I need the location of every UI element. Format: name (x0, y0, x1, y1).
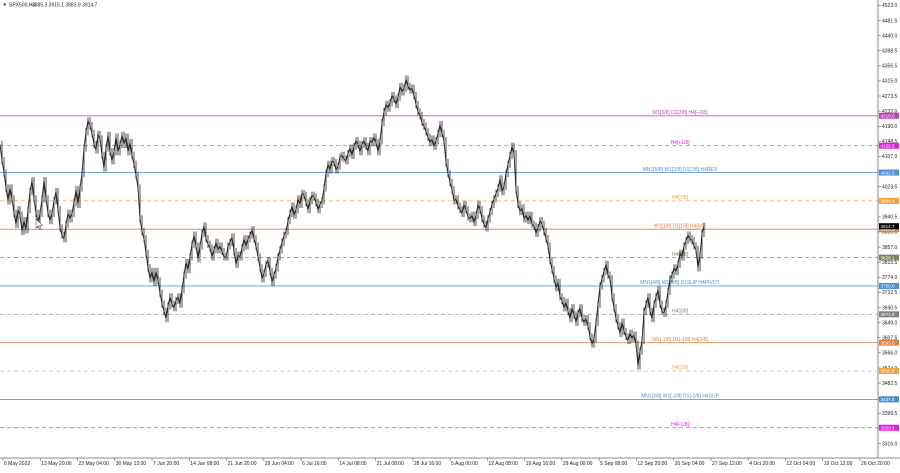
x-tick-label: 20 Sep 04:00 (675, 461, 705, 467)
level-price-tag-3-bg (879, 197, 899, 204)
level-price-tag-4: 3906.3 (881, 227, 895, 232)
y-tick-label: 4023.5 (882, 185, 898, 191)
level-label-4: W1[1/8] D1[1/8] H4[6/8] (654, 223, 707, 229)
level-price-tag-0: 4219.0 (881, 113, 895, 118)
y-tick-label: 3399.5 (882, 411, 898, 417)
x-tick-label: 19 Oct 12:00 (824, 461, 853, 467)
level-price-tag-9-bg (879, 368, 899, 375)
level-price-tag-8: 3593.8 (881, 340, 895, 345)
level-label-1: H4[+1/8] (670, 140, 690, 146)
current-price-tag-bg (879, 223, 899, 230)
y-tick-label: 3857.0 (882, 245, 898, 251)
x-tick-label: 30 May 12:00 (116, 461, 147, 467)
x-tick-label: 21 Jun 20:00 (228, 461, 257, 467)
level-price-tag-11: 3359.4 (881, 425, 895, 430)
level-price-tag-0-bg (879, 112, 899, 119)
x-tick-label: 5 Sep 08:00 (600, 461, 627, 467)
y-tick-label: 3899.0 (882, 230, 898, 236)
x-tick-label: 23 May 04:00 (79, 461, 110, 467)
level-price-tag-5-bg (879, 254, 899, 261)
level-label-2: MN1[5/8] W1[2/8] D1[2/8] H4RES (643, 167, 718, 173)
y-tick-label: 3815.5 (882, 260, 898, 266)
level-price-tag-7: 3671.9 (881, 312, 895, 317)
y-tick-label: 4398.5 (882, 48, 898, 54)
x-tick-label: 4 Oct 20:00 (749, 461, 775, 467)
level-label-6: MN1[4/8] W1[0/8] D1SUP H4PIVOT (640, 280, 720, 286)
y-tick-label: 3774.0 (882, 275, 898, 281)
x-tick-label: 14 Jul 08:00 (339, 461, 366, 467)
level-label-10: MN1[3/8] W1[-2/8] D1[-2/8] H4SUP (641, 394, 719, 400)
level-price-tag-7-bg (879, 311, 899, 318)
x-tick-label: 19 Aug 16:00 (526, 461, 556, 467)
x-tick-label: 6 Jul 16:00 (302, 461, 327, 467)
y-tick-label: 3690.5 (882, 305, 898, 311)
ohlc-header: 3885.3 3915.1 3883.9 3914.7 (32, 3, 98, 9)
level-price-tag-2-bg (879, 169, 899, 176)
level-price-tag-6-bg (879, 282, 899, 289)
level-price-tag-4-bg (879, 226, 899, 233)
y-tick-label: 4190.0 (882, 124, 898, 130)
x-tick-label: 7 Jun 20:00 (153, 461, 179, 467)
level-price-tag-3: 3984.4 (881, 199, 895, 204)
x-tick-label: 12 Aug 08:00 (488, 461, 518, 467)
current-price-tag: 3914.7 (881, 224, 895, 229)
y-tick-label: 3649.0 (882, 320, 898, 326)
level-label-3: H4[7/8] (672, 195, 689, 201)
y-tick-label: 4315.0 (882, 79, 898, 85)
level-price-tag-9: 3515.6 (881, 369, 895, 374)
level-price-tag-2: 4062.5 (881, 170, 895, 175)
x-tick-label: 29 Aug 00:00 (563, 461, 593, 467)
x-tick-label: 5 Aug 00:00 (451, 461, 478, 467)
dropdown-triangle-icon[interactable] (3, 3, 7, 7)
y-tick-label: 4232.0 (882, 109, 898, 115)
level-label-0: W1[3/8] D1[3/8] H4[+2/8] (652, 110, 708, 116)
mouse-cursor-icon (35, 218, 44, 231)
x-tick-label: 14 Jun 08:00 (190, 461, 219, 467)
y-tick-label: 4107.0 (882, 154, 898, 160)
level-label-7: H4[3/8] (672, 309, 689, 315)
x-tick-label: 13 May 20:00 (41, 461, 72, 467)
price-tags-layer: 4219.0 4136.5 4062.5 3984.4 3906.3 3828.1 3750… (879, 112, 899, 431)
x-tick-label: 12 Sep 20:00 (637, 461, 667, 467)
level-price-tag-6: 3750.0 (881, 284, 895, 289)
x-tick-label: 21 Jul 08:00 (377, 461, 404, 467)
level-price-tag-10-bg (879, 396, 899, 403)
level-price-tag-5: 3828.1 (881, 255, 895, 260)
y-tick-label: 4440.0 (882, 33, 898, 39)
level-price-tag-10: 3437.5 (881, 397, 895, 402)
y-tick-label: 3940.5 (882, 215, 898, 221)
symbol-title: SPX500,H4 (9, 3, 35, 9)
x-tick-label: 27 Sep 12:00 (712, 461, 742, 467)
title-layer: SPX500,H4 3885.3 3915.1 3883.9 3914.7 (3, 3, 98, 9)
y-tick-label: 4148.5 (882, 139, 898, 145)
price-series-layer (0, 75, 705, 370)
y-tick-label: 3732.5 (882, 290, 898, 296)
x-tick-label: 26 Oct 20:00 (861, 461, 890, 467)
y-tick-label: 4356.5 (882, 64, 898, 70)
level-label-11: H4[-1/8] (671, 422, 689, 428)
murrey-levels-layer: W1[3/8] D1[3/8] H4[+2/8] H4[+1/8] MN1[5/8]… (0, 110, 878, 429)
level-price-tag-1: 4136.5 (881, 143, 895, 148)
level-price-tag-11-bg (879, 424, 899, 431)
y-tick-label: 3316.0 (882, 441, 898, 447)
level-label-8: W1[-1/8] D1[-1/8] H4[2/8] (652, 337, 708, 343)
x-tick-label: 12 Oct 04:00 (786, 461, 815, 467)
x-tick-label: 28 Jul 16:00 (414, 461, 441, 467)
level-label-9: H4[1/8] (672, 365, 689, 371)
y-tick-label: 3566.0 (882, 351, 898, 357)
y-tick-label: 3482.5 (882, 381, 898, 387)
x-tick-label: 29 Jun 04:00 (265, 461, 294, 467)
level-price-tag-1-bg (879, 142, 899, 149)
y-tick-label: 4481.5 (882, 18, 898, 24)
x-tick-label: 6 May 2022 (4, 461, 30, 467)
y-tick-label: 3607.5 (882, 335, 898, 341)
y-tick-label: 4523.0 (882, 3, 898, 9)
level-price-tag-8-bg (879, 339, 899, 346)
y-tick-label: 4273.5 (882, 94, 898, 100)
